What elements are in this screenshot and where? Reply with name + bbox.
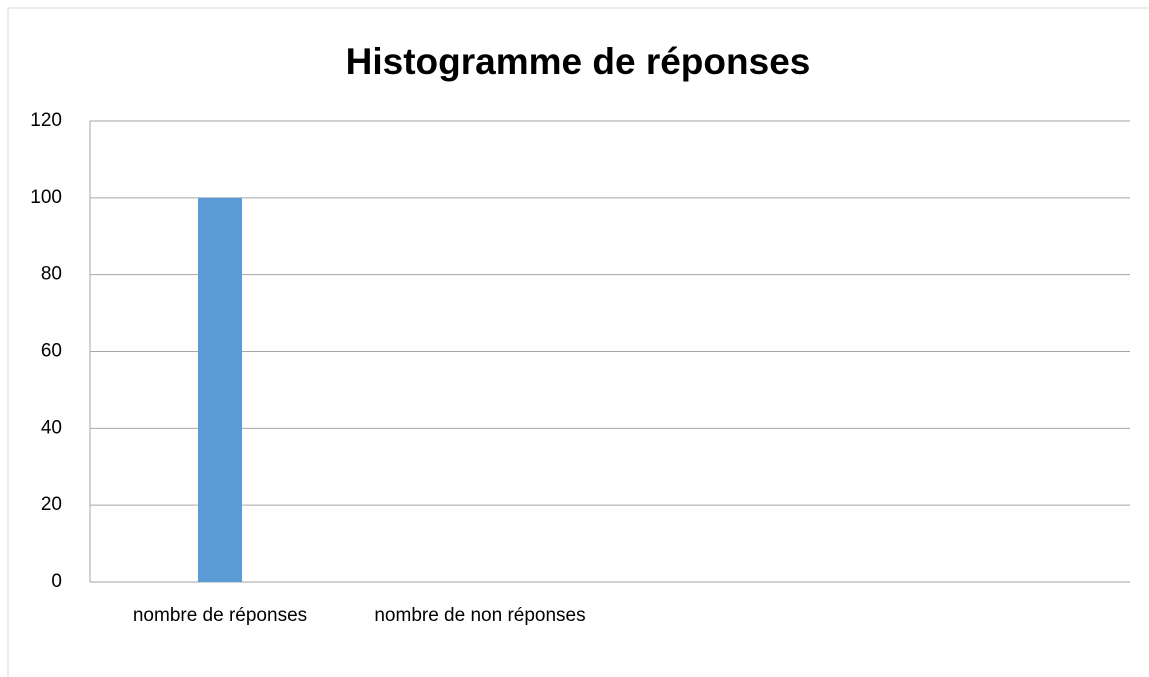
- x-tick-label: nombre de non réponses: [374, 605, 586, 626]
- y-tick-label: 100: [30, 187, 62, 208]
- chart-title: Histogramme de réponses: [346, 41, 811, 82]
- y-tick-label: 0: [51, 571, 62, 592]
- y-tick-label: 80: [41, 264, 62, 285]
- x-tick-label: nombre de réponses: [132, 605, 308, 626]
- y-tick-label: 60: [41, 341, 62, 362]
- y-tick-label: 40: [41, 417, 62, 438]
- y-tick-label: 20: [41, 494, 62, 515]
- bar: [198, 197, 242, 583]
- y-tick-label: 120: [30, 110, 62, 131]
